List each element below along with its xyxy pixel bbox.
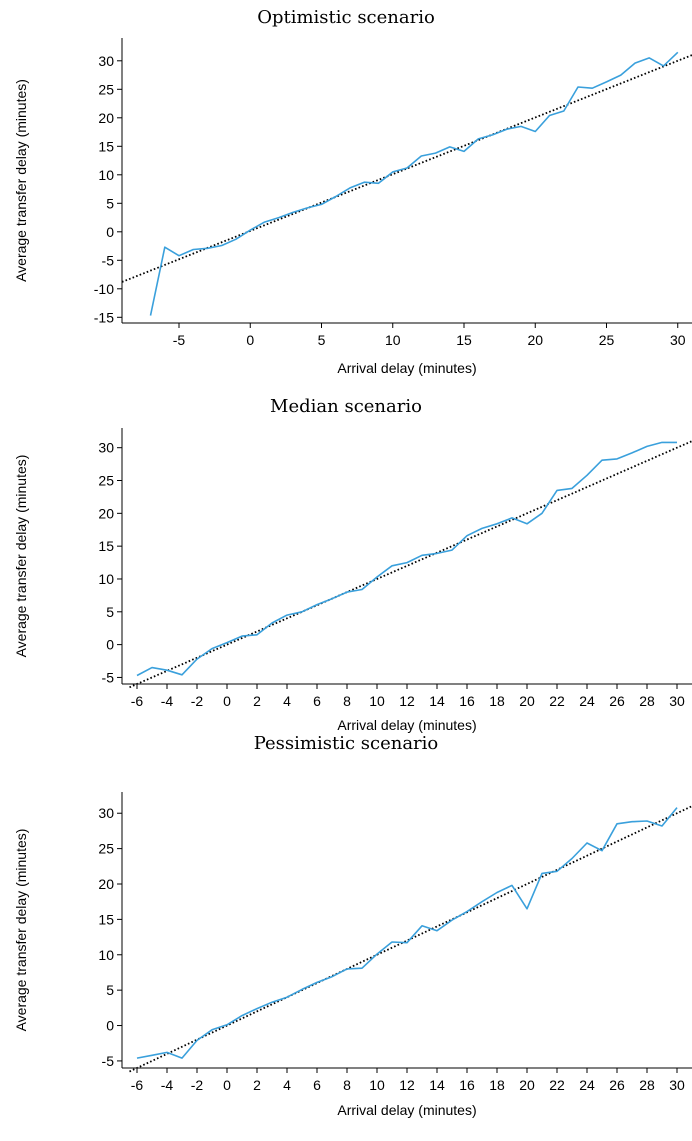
y-tick-label: 10 — [98, 167, 114, 183]
y-tick-label: 25 — [98, 81, 114, 97]
y-tick-label: -5 — [102, 669, 115, 685]
y-tick-label: 0 — [106, 1018, 114, 1034]
x-tick-label: 16 — [459, 693, 475, 709]
chart-panel-pessimistic: Pessimistic scenario -5 0 5 10 15 20 25 30 -6 -4-… — [0, 733, 692, 1141]
x-tick-label: 20 — [519, 693, 535, 709]
y-tick-label: 30 — [98, 440, 114, 456]
x-tick-label: 2 — [253, 1077, 261, 1093]
x-tick-label: 26 — [609, 1077, 625, 1093]
y-tick-label: 30 — [98, 53, 114, 69]
x-tick-label: 24 — [579, 1077, 595, 1093]
chart-panel-optimistic: Optimistic scenario -15 -10 -5 0 5 10 15 20 25 30… — [0, 0, 692, 380]
x-tick-label: 12 — [399, 693, 415, 709]
x-tick-label: 18 — [489, 693, 505, 709]
y-axis-label: Average transfer delay (minutes) — [13, 455, 29, 658]
x-tick-label: 30 — [669, 1077, 685, 1093]
y-tick-label: -10 — [94, 281, 114, 297]
x-tick-label: 2 — [253, 693, 261, 709]
series-line — [136, 807, 678, 1059]
y-tick-label: 20 — [98, 505, 114, 521]
y-tick-label: 5 — [106, 604, 114, 620]
x-tick-label: 6 — [313, 1077, 321, 1093]
x-tick-label: 30 — [670, 332, 686, 348]
x-tick-label: 28 — [639, 693, 655, 709]
x-tick-label: 5 — [318, 332, 326, 348]
series-line — [149, 51, 679, 316]
chart-title: Median scenario — [270, 396, 422, 417]
y-tick-label: -5 — [102, 252, 115, 268]
x-tick-label: 24 — [579, 693, 595, 709]
x-tick-label: 8 — [343, 1077, 351, 1093]
x-tick-label: -4 — [161, 693, 174, 709]
x-tick-label: 20 — [519, 1077, 535, 1093]
trend-line — [129, 805, 692, 1073]
y-tick-label: 20 — [98, 876, 114, 892]
x-tick-label: -2 — [191, 693, 204, 709]
y-tick-label: 0 — [106, 637, 114, 653]
x-tick-label: 25 — [599, 332, 615, 348]
y-tick-label: 15 — [98, 911, 114, 927]
x-tick-label: 22 — [549, 1077, 565, 1093]
optimistic-chart: -15 -10 -5 0 5 10 15 20 25 30 -5 0 5 10 15 20 25 30 Arriva… — [13, 38, 692, 376]
y-tick-label: 15 — [98, 538, 114, 554]
x-tick-label: -5 — [173, 332, 186, 348]
series-line — [136, 441, 677, 677]
x-tick-label: 8 — [343, 693, 351, 709]
y-tick-label: 25 — [98, 841, 114, 857]
trend-line — [129, 440, 692, 689]
y-tick-label: 30 — [98, 805, 114, 821]
x-tick-label: 14 — [429, 1077, 445, 1093]
chart-title: Optimistic scenario — [257, 7, 435, 28]
x-tick-label: 6 — [313, 693, 321, 709]
y-axis-label: Average transfer delay (minutes) — [13, 829, 29, 1032]
x-tick-label: 28 — [639, 1077, 655, 1093]
x-tick-label: 0 — [223, 693, 231, 709]
y-tick-label: 20 — [98, 110, 114, 126]
y-axis-label: Average transfer delay (minutes) — [13, 79, 29, 282]
x-tick-label: -2 — [191, 1077, 204, 1093]
x-tick-label: 14 — [429, 693, 445, 709]
x-tick-label: -6 — [131, 693, 144, 709]
y-tick-label: 0 — [106, 224, 114, 240]
y-tick-label: 5 — [106, 982, 114, 998]
x-tick-label: 10 — [369, 693, 385, 709]
x-axis-label: Arrival delay (minutes) — [337, 1102, 476, 1118]
x-axis-label: Arrival delay (minutes) — [337, 717, 476, 733]
x-axis-label: Arrival delay (minutes) — [337, 360, 476, 376]
y-tick-label: 10 — [98, 947, 114, 963]
x-tick-label: 30 — [669, 693, 685, 709]
y-tick-label: -15 — [94, 309, 114, 325]
x-tick-label: -4 — [161, 1077, 174, 1093]
y-tick-label: -5 — [102, 1053, 115, 1069]
x-tick-label: 4 — [283, 1077, 291, 1093]
x-tick-label: 12 — [399, 1077, 415, 1093]
x-tick-label: 10 — [385, 332, 401, 348]
x-tick-label: 0 — [223, 1077, 231, 1093]
x-tick-label: 16 — [459, 1077, 475, 1093]
x-tick-label: 22 — [549, 693, 565, 709]
y-tick-label: 10 — [98, 571, 114, 587]
x-tick-label: 4 — [283, 693, 291, 709]
x-tick-label: 10 — [369, 1077, 385, 1093]
y-tick-label: 5 — [106, 195, 114, 211]
x-tick-label: 20 — [527, 332, 543, 348]
chart-title: Pessimistic scenario — [253, 733, 439, 754]
x-tick-label: -6 — [131, 1077, 144, 1093]
x-tick-label: 0 — [246, 332, 254, 348]
y-tick-label: 25 — [98, 473, 114, 489]
x-tick-label: 18 — [489, 1077, 505, 1093]
x-tick-label: 26 — [609, 693, 625, 709]
y-tick-label: 15 — [98, 138, 114, 154]
x-tick-label: 15 — [456, 332, 472, 348]
chart-panel-median: Median scenario -5 0 5 10 15 20 25 30 -6 -4 -2 0 2 4 6… — [0, 380, 692, 760]
